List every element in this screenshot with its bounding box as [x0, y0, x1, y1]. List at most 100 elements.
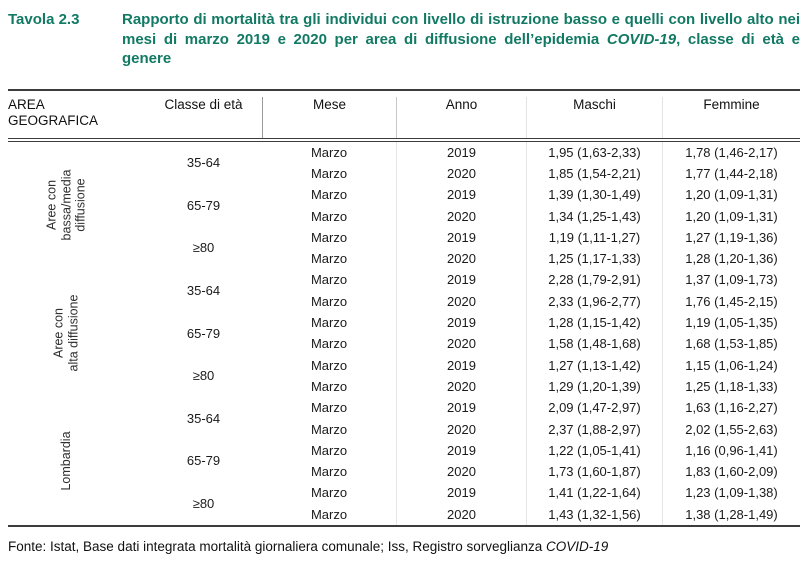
mese-cell: Marzo: [310, 208, 348, 224]
maschi-value: 1,25 (1,17-1,33): [526, 247, 662, 270]
header-cell-mese: Mese: [262, 96, 396, 138]
age-class-cell: 35-64: [186, 283, 221, 299]
anno-cell: 2020: [396, 503, 526, 525]
anno-cell: 2019: [396, 482, 526, 504]
anno-cell: 2019: [396, 269, 526, 291]
header-cell-anno: Anno: [396, 96, 526, 138]
anno-cell: 2020: [396, 162, 526, 185]
header-cell-area: AREA GEOGRAFICA: [8, 96, 99, 129]
age-class-cell: ≥80: [192, 240, 215, 256]
femmine-value: 1,38 (1,28-1,49): [662, 503, 800, 525]
age-class-cell: ≥80: [192, 368, 215, 384]
anno-cell: 2020: [396, 333, 526, 355]
femmine-value: 1,15 (1,06-1,24): [662, 354, 800, 376]
femmine-value: 2,02 (1,55-2,63): [662, 418, 800, 440]
mese-cell: Marzo: [310, 165, 348, 181]
area-group-cell: Aree con bassa/media diffusione: [8, 142, 145, 270]
maschi-value: 1,43 (1,32-1,56): [526, 503, 662, 525]
femmine-value: 1,27 (1,19-1,36): [662, 226, 800, 248]
femmine-value: 1,23 (1,09-1,38): [662, 482, 800, 504]
femmine-value: 1,16 (0,96-1,41): [662, 439, 800, 461]
femmine-value: 1,76 (1,45-2,15): [662, 290, 800, 312]
maschi-value: 1,58 (1,48-1,68): [526, 333, 662, 355]
table-bottom-rule: [8, 524, 800, 527]
age-class-cell: 35-64: [186, 410, 221, 426]
femmine-value: 1,68 (1,53-1,85): [662, 333, 800, 355]
mese-cell: Marzo: [310, 400, 348, 416]
age-class-cell: ≥80: [192, 496, 215, 512]
table-body: Aree con bassa/media diffusione 35-64 Ma…: [8, 141, 800, 525]
anno-cell: 2019: [396, 184, 526, 206]
mese-cell: Marzo: [310, 421, 348, 437]
maschi-value: 1,41 (1,22-1,64): [526, 482, 662, 504]
anno-cell: 2020: [396, 460, 526, 483]
header-separator-rule: [8, 137, 800, 142]
maschi-value: 2,09 (1,47-2,97): [526, 397, 662, 419]
anno-cell: 2020: [396, 418, 526, 440]
anno-cell: 2019: [396, 226, 526, 248]
table-number: Tavola 2.3: [8, 11, 80, 28]
area-group-text: Aree con bassa/media diffusione: [43, 169, 87, 241]
mese-cell: Marzo: [310, 315, 348, 331]
mese-cell: Marzo: [310, 378, 348, 394]
table-caption: Rapporto di mortalità tra gli individui …: [122, 10, 800, 69]
femmine-value: 1,28 (1,20-1,36): [662, 247, 800, 270]
anno-cell: 2019: [396, 397, 526, 419]
mese-cell: Marzo: [310, 251, 348, 267]
age-class-cell: 65-79: [186, 197, 221, 213]
header-cell-maschi: Maschi: [526, 96, 662, 138]
table-header: AREA GEOGRAFICA Classe di età Mese Anno …: [8, 91, 800, 138]
table-top-rule: [8, 88, 800, 91]
mese-cell: Marzo: [310, 144, 348, 160]
mese-cell: Marzo: [310, 229, 348, 245]
maschi-value: 2,28 (1,79-2,91): [526, 269, 662, 291]
maschi-value: 1,22 (1,05-1,41): [526, 439, 662, 461]
area-group-cell: Aree con alta diffusione: [8, 269, 145, 397]
anno-cell: 2020: [396, 290, 526, 312]
anno-cell: 2020: [396, 247, 526, 270]
mese-cell: Marzo: [310, 485, 348, 501]
source-covid-italic: COVID-19: [546, 538, 609, 554]
caption-covid-italic: COVID-19: [606, 30, 677, 48]
anno-cell: 2019: [396, 439, 526, 461]
femmine-value: 1,78 (1,46-2,17): [662, 141, 800, 163]
maschi-value: 1,34 (1,25-1,43): [526, 205, 662, 227]
femmine-value: 1,83 (1,60-2,09): [662, 460, 800, 483]
femmine-value: 1,37 (1,09-1,73): [662, 269, 800, 291]
header-cell-femmine: Femmine: [662, 96, 800, 138]
area-group-text: Lombardia: [58, 431, 73, 491]
mese-cell: Marzo: [310, 293, 348, 309]
mese-cell: Marzo: [310, 357, 348, 373]
age-class-cell: 65-79: [186, 453, 221, 469]
area-group-cell: Lombardia: [8, 397, 145, 525]
femmine-value: 1,20 (1,09-1,31): [662, 184, 800, 206]
maschi-value: 1,29 (1,20-1,39): [526, 375, 662, 398]
femmine-value: 1,25 (1,18-1,33): [662, 375, 800, 398]
maschi-value: 1,73 (1,60-1,87): [526, 460, 662, 483]
maschi-value: 1,39 (1,30-1,49): [526, 184, 662, 206]
area-group-text: Aree con alta diffusione: [51, 294, 80, 372]
age-class-cell: 65-79: [186, 325, 221, 341]
maschi-value: 1,19 (1,11-1,27): [526, 226, 662, 248]
age-class-cell: 35-64: [186, 155, 221, 171]
femmine-value: 1,63 (1,16-2,27): [662, 397, 800, 419]
mese-cell: Marzo: [310, 506, 348, 522]
maschi-value: 2,37 (1,88-2,97): [526, 418, 662, 440]
mese-cell: Marzo: [310, 272, 348, 288]
femmine-value: 1,19 (1,05-1,35): [662, 311, 800, 334]
maschi-value: 2,33 (1,96-2,77): [526, 290, 662, 312]
anno-cell: 2019: [396, 141, 526, 163]
maschi-value: 1,95 (1,63-2,33): [526, 141, 662, 163]
mese-cell: Marzo: [310, 464, 348, 480]
table-title: Tavola 2.3 Rapporto di mortalità tra gli…: [8, 10, 800, 69]
femmine-value: 1,77 (1,44-2,18): [662, 162, 800, 185]
mese-cell: Marzo: [310, 442, 348, 458]
anno-cell: 2019: [396, 311, 526, 334]
anno-cell: 2020: [396, 205, 526, 227]
source-text: Fonte: Istat, Base dati integrata mortal…: [8, 538, 547, 554]
mese-cell: Marzo: [310, 187, 348, 203]
mese-cell: Marzo: [310, 336, 348, 352]
anno-cell: 2019: [396, 354, 526, 376]
maschi-value: 1,85 (1,54-2,21): [526, 162, 662, 185]
